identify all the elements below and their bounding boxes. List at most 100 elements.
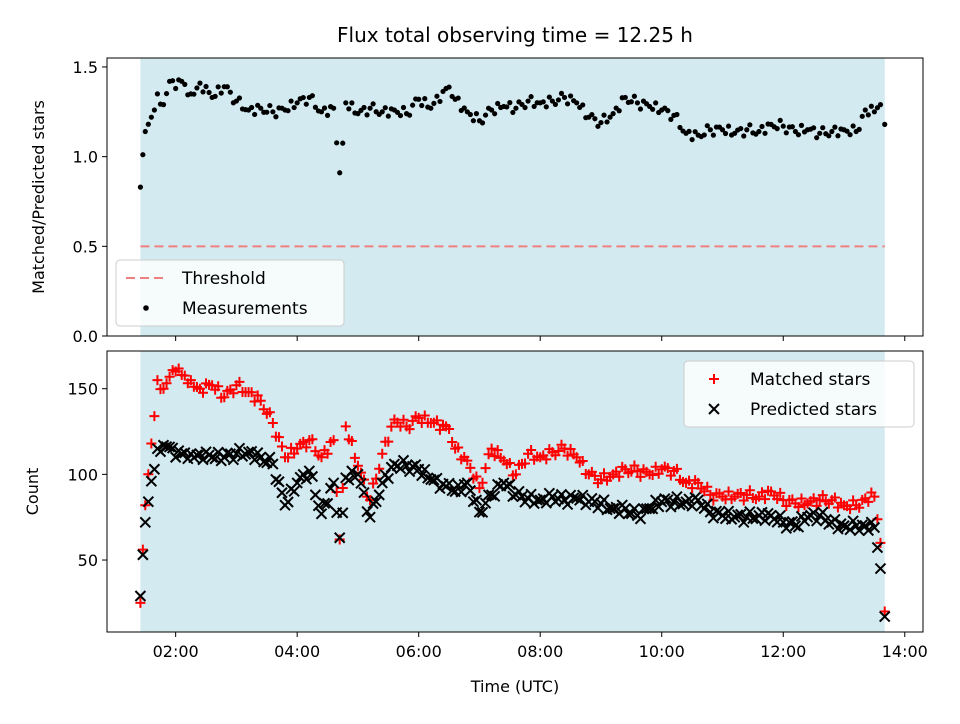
measurement-point <box>400 104 407 111</box>
predicted-point <box>300 473 312 485</box>
measurement-point <box>379 109 385 115</box>
matched-point <box>322 448 333 459</box>
x-tick-label: 08:00 <box>517 642 563 661</box>
predicted-point <box>485 489 498 501</box>
measurement-point <box>422 96 428 102</box>
measurement-point <box>616 108 622 114</box>
measurement-point <box>470 118 476 124</box>
measurement-point <box>182 81 188 87</box>
matched-point <box>492 445 503 456</box>
measurement-point <box>777 117 783 123</box>
matched-point <box>431 415 442 426</box>
predicted-point <box>555 488 568 501</box>
y-tick-label: 150 <box>67 380 98 399</box>
ratio-panel: 0.0 0.5 1.0 1.5 Matched/Predicted stars Thres… <box>29 57 924 346</box>
matched-point <box>577 455 588 466</box>
predicted-point <box>242 446 255 458</box>
measurement-point <box>692 129 698 135</box>
matched-point <box>377 448 388 459</box>
measurement-point <box>212 93 218 99</box>
predicted-point <box>747 512 759 525</box>
matched-point <box>453 442 464 453</box>
measurement-point <box>674 111 680 118</box>
matched-point <box>352 460 363 471</box>
matched-point <box>571 452 582 463</box>
predicted-point <box>312 499 325 512</box>
measurement-point <box>844 128 850 134</box>
predicted-point <box>267 458 279 470</box>
predicted-point <box>376 477 388 489</box>
predicted-point <box>321 497 334 510</box>
matched-point <box>219 392 230 403</box>
predicted-point <box>874 562 887 575</box>
measurement-point <box>197 80 203 86</box>
predicted-point <box>355 477 367 490</box>
axes-frame <box>106 57 924 337</box>
measurement-point <box>762 130 768 136</box>
x-tick-label: 04:00 <box>274 642 320 661</box>
predicted-point <box>169 451 182 463</box>
measurement-point <box>668 116 674 122</box>
matched-point <box>404 424 415 435</box>
matched-point <box>298 436 309 447</box>
measurement-point <box>865 112 871 118</box>
matched-point <box>161 378 172 389</box>
matched-point <box>735 487 746 498</box>
predicted-point <box>865 516 878 528</box>
predicted-point <box>166 442 179 454</box>
predicted-point <box>567 492 580 504</box>
matched-point <box>164 371 175 382</box>
matched-point <box>756 487 767 498</box>
predicted-point <box>248 454 261 466</box>
measurement-point <box>540 99 546 105</box>
predicted-point <box>324 482 337 494</box>
matched-point <box>869 491 880 502</box>
measurement-point <box>783 130 789 136</box>
measurement-point <box>549 98 555 104</box>
matched-point <box>483 449 494 460</box>
predicted-point <box>692 494 704 506</box>
measurement-point <box>227 89 233 95</box>
count-panel: 02:00 04:00 06:00 08:00 10:00 12:00 14:00 50 100… <box>23 350 928 661</box>
measurement-point <box>200 89 206 95</box>
measurement-point <box>170 78 176 84</box>
measurement-point <box>637 106 644 112</box>
measurement-point <box>446 84 452 90</box>
measurement-point <box>428 105 434 111</box>
measurement-point <box>291 104 297 111</box>
legend-label: Threshold <box>181 269 266 289</box>
measurement-point <box>154 91 161 97</box>
measurement-point <box>218 90 224 96</box>
matched-point <box>629 460 640 471</box>
predicted-point <box>665 501 677 513</box>
measurement-point <box>774 126 780 132</box>
predicted-point <box>710 505 723 517</box>
measurement-point <box>324 112 331 118</box>
predicted-point <box>832 523 844 535</box>
matched-point <box>595 474 606 485</box>
measurement-point <box>382 105 388 111</box>
predicted-point <box>838 520 850 532</box>
measurement-point <box>689 136 695 143</box>
measurement-point <box>622 94 628 101</box>
matched-point <box>158 383 169 394</box>
matched-point <box>198 387 208 398</box>
predicted-point <box>501 480 513 492</box>
predicted-point <box>470 494 483 506</box>
matched-point <box>383 436 394 447</box>
matched-point <box>829 492 840 503</box>
measurement-point <box>206 89 212 96</box>
predicted-point <box>817 506 829 518</box>
measurement-point <box>677 124 683 131</box>
predicted-point <box>871 541 884 554</box>
measurement-point <box>140 152 146 158</box>
measurement-point <box>634 100 641 106</box>
matched-point <box>520 458 531 469</box>
measurement-point <box>507 100 513 106</box>
measurement-point <box>546 94 552 100</box>
x-axis-label: Time (UTC) <box>470 677 559 696</box>
predicted-point <box>327 477 340 489</box>
matched-point <box>486 443 497 454</box>
x-tick-label: 10:00 <box>639 642 685 661</box>
matched-point <box>744 485 755 496</box>
